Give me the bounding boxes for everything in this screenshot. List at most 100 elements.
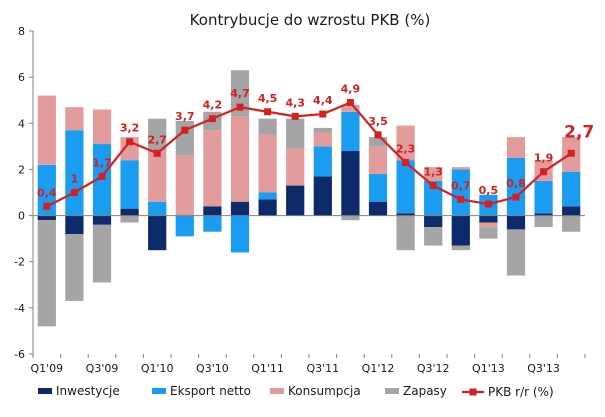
- gdp-data-label: 3,2: [120, 122, 140, 135]
- y-tick-label: 2: [18, 163, 25, 176]
- bar-inwestycje-Q212: [396, 213, 415, 216]
- bar-zapasy-Q411: [341, 215, 360, 221]
- bar-inwestycje-Q109: [37, 215, 56, 221]
- bar-eksport-netto-Q310: [203, 215, 222, 232]
- legend: Inwestycje Eksport netto Konsumpcja Zapasy P…: [38, 384, 554, 399]
- gdp-data-label: 3,7: [175, 110, 195, 123]
- bar-konsumpcja-Q211: [286, 148, 305, 186]
- bar-eksport-netto-Q213: [506, 157, 526, 216]
- gdp-data-label: 0,8: [506, 177, 526, 190]
- gdp-data-label: 4,2: [203, 99, 223, 112]
- bar-inwestycje-Q411: [341, 150, 360, 216]
- bar-inwestycje-Q410: [230, 201, 250, 216]
- gdp-marker: [484, 200, 492, 208]
- bar-zapasy-Q409: [120, 215, 139, 223]
- bar-zapasy-Q111: [258, 118, 277, 135]
- bar-inwestycje-Q209: [65, 215, 84, 235]
- gdp-data-label: 2,3: [396, 143, 416, 156]
- bar-inwestycje-Q409: [120, 208, 139, 216]
- bar-zapasy-Q209: [65, 234, 84, 301]
- bar-konsumpcja-Q210: [175, 155, 194, 216]
- bar-eksport-netto-Q111: [258, 192, 277, 200]
- bar-eksport-netto-Q112: [368, 174, 388, 202]
- y-tick-label: -4: [14, 302, 25, 315]
- legend-swatch: [385, 388, 399, 394]
- bar-inwestycje-Q309: [92, 215, 112, 225]
- gdp-marker: [70, 189, 78, 196]
- gdp-data-label: 2,7: [564, 122, 594, 142]
- bar-zapasy-Q309: [92, 224, 112, 283]
- y-tick-label: 0: [18, 210, 25, 223]
- legend-label: Eksport netto: [170, 384, 251, 398]
- bar-zapasy-Q109: [37, 220, 56, 327]
- gdp-line-layer: 0,4 1 1,7 3,2 2,7 3,7 4,2 4,7 4,5 4,3 4,4 4,9 3,5 2,3…: [37, 83, 594, 210]
- bar-inwestycje-Q213: [506, 215, 526, 230]
- bar-inwestycje-Q111: [258, 199, 277, 216]
- gdp-line: [46, 101, 572, 208]
- gdp-data-label: 1,7: [92, 156, 112, 169]
- bar-konsumpcja-Q109: [37, 95, 56, 165]
- legend-label: Konsumpcja: [288, 384, 361, 398]
- legend-item-eksport-netto: Eksport netto: [152, 384, 251, 398]
- bar-konsumpcja-Q309: [92, 109, 112, 145]
- x-tick-label: Q3'11: [306, 362, 339, 375]
- gdp-data-label: 2,7: [147, 133, 167, 146]
- legend-label: Zapasy: [403, 384, 447, 398]
- bar-konsumpcja-Q410: [230, 116, 250, 202]
- bar-inwestycje-Q413: [562, 206, 581, 216]
- bar-inwestycje-Q311: [313, 176, 332, 216]
- legend-swatch: [152, 388, 166, 394]
- bar-eksport-netto-Q412: [451, 169, 470, 216]
- gdp-marker: [540, 168, 548, 176]
- x-tick-label: Q3'12: [417, 362, 450, 375]
- bar-zapasy-Q213: [506, 229, 526, 276]
- bar-inwestycje-Q412: [451, 215, 470, 246]
- y-tick-label: 8: [18, 25, 25, 38]
- gdp-data-label: 0,5: [479, 184, 499, 197]
- gdp-marker: [208, 115, 216, 123]
- gdp-marker: [264, 108, 272, 116]
- bar-konsumpcja-Q411: [341, 104, 360, 112]
- gdp-marker: [457, 195, 465, 203]
- gdp-data-label: 0,4: [37, 186, 57, 199]
- gdp-data-label: 4,5: [258, 92, 278, 105]
- bar-zapasy-Q413: [562, 215, 581, 232]
- bar-eksport-netto-Q312: [424, 180, 443, 216]
- bar-zapasy-Q110: [148, 118, 167, 151]
- gdp-data-label: 4,4: [313, 94, 333, 107]
- bar-eksport-netto-Q110: [148, 201, 167, 216]
- gdp-marker: [98, 172, 106, 180]
- gdp-marker: [402, 159, 410, 167]
- gdp-marker: [346, 99, 354, 107]
- gdp-data-label: 3,5: [368, 115, 388, 128]
- bar-zapasy-Q211: [286, 118, 305, 149]
- bar-konsumpcja-Q312: [424, 167, 443, 181]
- gdp-marker: [374, 131, 382, 139]
- x-tick-label: Q3'13: [527, 362, 560, 375]
- chart-title: Kontrybucje do wzrostu PKB (%): [190, 11, 431, 29]
- bar-konsumpcja-Q212: [396, 125, 415, 161]
- x-tick-label: Q1'10: [141, 362, 174, 375]
- gdp-data-label: 1,3: [423, 166, 443, 179]
- bar-inwestycje-Q312: [424, 215, 443, 228]
- gdp-marker: [181, 126, 189, 134]
- bar-zapasy-Q412: [451, 245, 470, 251]
- gdp-data-label: 4,7: [230, 87, 250, 100]
- bar-konsumpcja-Q412: [451, 167, 470, 170]
- bar-eksport-netto-Q411: [341, 111, 360, 151]
- x-tick-label: Q1'09: [30, 362, 63, 375]
- bar-konsumpcja-Q213: [506, 137, 526, 158]
- gdp-marker: [429, 182, 437, 190]
- y-tick-label: -6: [14, 348, 25, 361]
- x-tick-label: Q3'10: [196, 362, 229, 375]
- gdp-marker: [291, 112, 299, 120]
- bar-konsumpcja-Q113: [479, 222, 498, 228]
- x-tick-label: Q3'09: [86, 362, 119, 375]
- gdp-marker: [153, 149, 161, 157]
- y-tick-label: -2: [14, 256, 25, 269]
- axes-layer: -6 -4 -2 0 2 4 6 8 Q1'09 Q3'09 Q1'10 Q3'10 Q1'11 Q3'1…: [14, 25, 586, 375]
- bar-eksport-netto-Q210: [175, 215, 194, 237]
- gdp-data-label: 4,9: [341, 83, 361, 96]
- bar-inwestycje-Q313: [534, 213, 553, 216]
- gdp-marker: [126, 138, 134, 146]
